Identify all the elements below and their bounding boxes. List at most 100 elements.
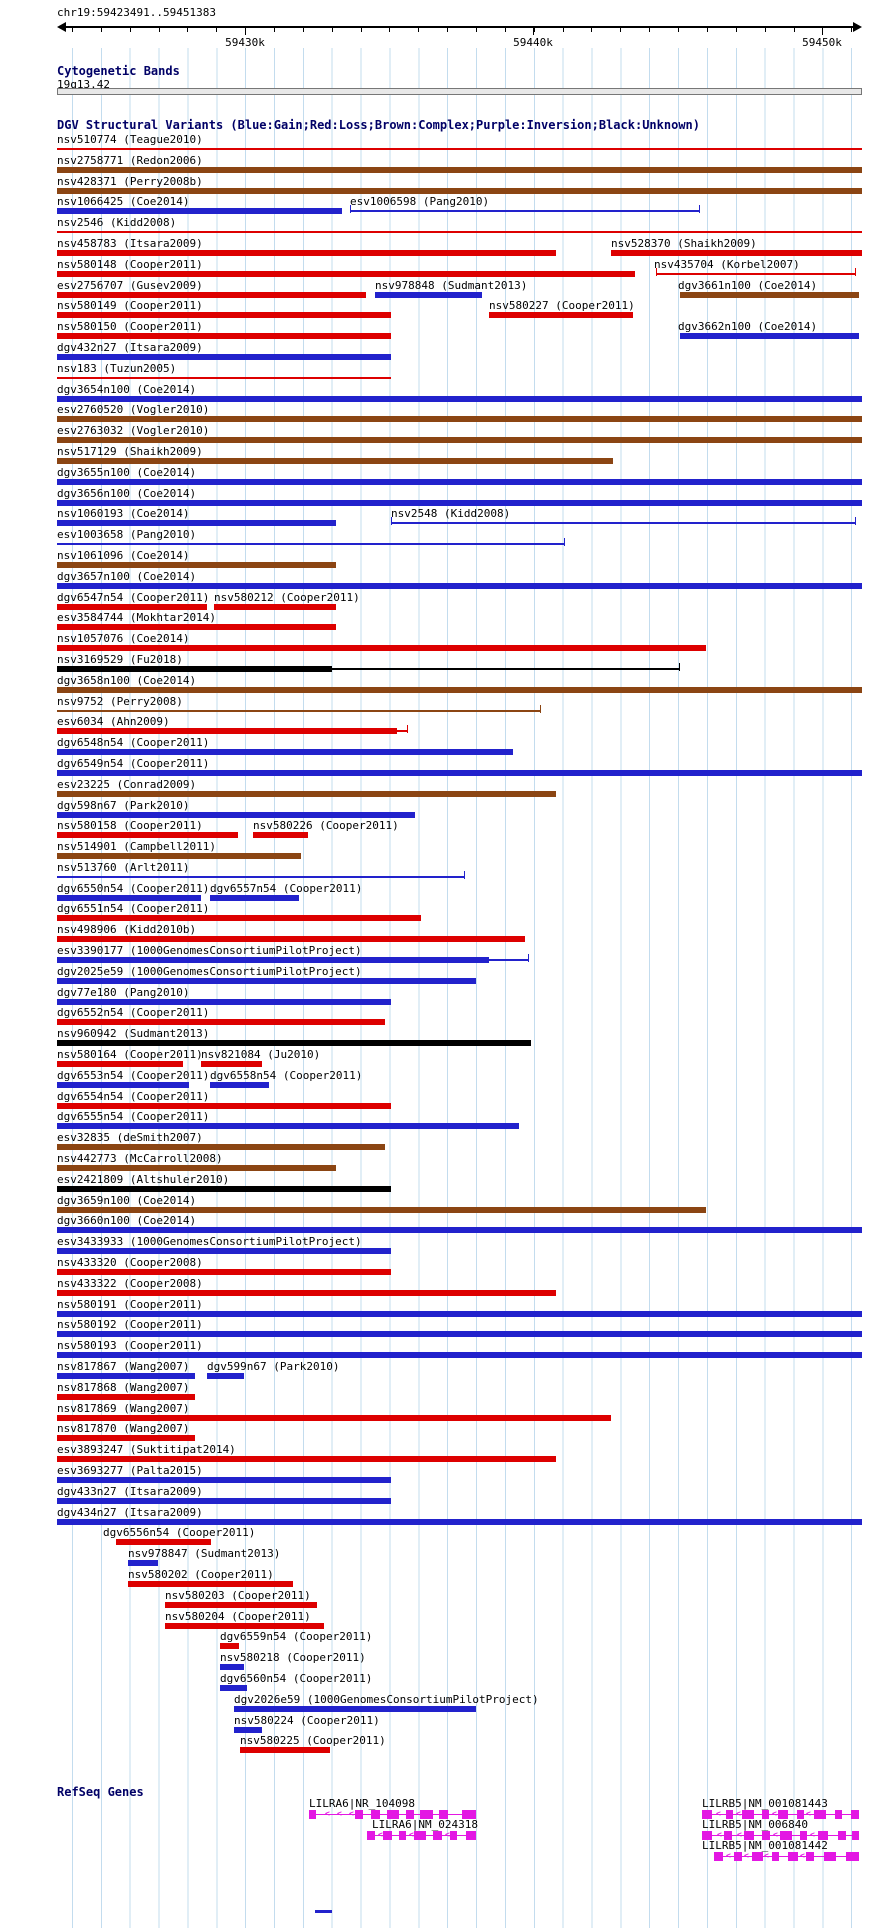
variant-bar[interactable]: [220, 1664, 244, 1671]
variant-bar[interactable]: [57, 1248, 391, 1255]
variant-bar[interactable]: [57, 1518, 862, 1525]
variant-bar[interactable]: [57, 499, 862, 506]
variant-bar[interactable]: [57, 1352, 862, 1359]
variant-bar[interactable]: [57, 1081, 189, 1088]
variant-bar[interactable]: [57, 749, 513, 756]
variant-bar[interactable]: [214, 603, 336, 610]
variant-bar[interactable]: [57, 1165, 336, 1172]
variant-bar[interactable]: [57, 977, 476, 984]
variant-bar[interactable]: [57, 853, 301, 860]
variant-bar[interactable]: [57, 1269, 391, 1276]
variant-bar[interactable]: [57, 1061, 183, 1068]
variant-bar[interactable]: [57, 1227, 862, 1234]
variant-bar[interactable]: [489, 312, 633, 319]
variant-bar[interactable]: [57, 270, 635, 277]
variant-bar[interactable]: [57, 312, 391, 319]
cytoband-bar[interactable]: [57, 88, 862, 95]
variant-bar[interactable]: [57, 1019, 385, 1026]
variant-bar[interactable]: [57, 1435, 195, 1442]
variant-bar[interactable]: [57, 416, 862, 423]
variant-bar[interactable]: [57, 998, 391, 1005]
variant-bar[interactable]: [57, 957, 489, 964]
variant-bar[interactable]: [57, 875, 464, 878]
variant-bar[interactable]: [57, 520, 336, 527]
variant-bar[interactable]: [57, 665, 332, 672]
variant-bar[interactable]: [128, 1560, 158, 1567]
variant-bar[interactable]: [57, 686, 862, 693]
variant-bar[interactable]: [57, 1310, 862, 1317]
variant-bar[interactable]: [57, 333, 391, 340]
variant-bar[interactable]: [57, 1289, 556, 1296]
variant-bar[interactable]: [57, 790, 556, 797]
variant-bar[interactable]: [207, 1373, 244, 1380]
gene-model[interactable]: < < < <: [702, 1809, 859, 1819]
variant-bar[interactable]: [680, 291, 859, 298]
variant-bar[interactable]: [240, 1747, 330, 1754]
variant-bar[interactable]: [57, 1456, 556, 1463]
variant-bar[interactable]: [57, 1393, 195, 1400]
variant-bar[interactable]: [57, 1144, 385, 1151]
variant-bar[interactable]: [57, 936, 525, 943]
variant-bar[interactable]: [57, 561, 336, 568]
variant-bar[interactable]: [57, 543, 564, 546]
variant-bar[interactable]: [57, 832, 238, 839]
variant-bar[interactable]: [253, 832, 308, 839]
variant-bar[interactable]: [57, 1414, 611, 1421]
variant-bar[interactable]: [375, 291, 482, 298]
variant-bar[interactable]: [57, 1123, 519, 1130]
variant-bar[interactable]: [57, 187, 862, 194]
variant-bar[interactable]: [350, 210, 699, 213]
variant-bar[interactable]: [57, 1497, 391, 1504]
variant-bar[interactable]: [57, 376, 391, 379]
variant-bar[interactable]: [57, 624, 336, 631]
variant-bar[interactable]: [210, 1081, 269, 1088]
variant-bar[interactable]: [57, 249, 556, 256]
gene-model[interactable]: < < <: [367, 1830, 476, 1840]
variant-bar[interactable]: [57, 582, 862, 589]
variant-bar[interactable]: [57, 148, 862, 150]
variant-bar[interactable]: [57, 603, 207, 610]
variant-bar[interactable]: [611, 249, 862, 256]
variant-bar[interactable]: [128, 1580, 293, 1587]
gene-model[interactable]: < < < <: [714, 1851, 859, 1861]
variant-bar[interactable]: [656, 272, 855, 275]
variant-bar[interactable]: [57, 291, 366, 298]
variant-bar[interactable]: [57, 1102, 391, 1109]
variant-bar[interactable]: [57, 457, 613, 464]
variant-bar[interactable]: [57, 353, 391, 360]
variant-bar[interactable]: [680, 333, 859, 340]
variant-bar[interactable]: [332, 667, 679, 670]
variant-bar[interactable]: [57, 894, 201, 901]
variant-bar[interactable]: [57, 1477, 391, 1483]
variant-bar[interactable]: [57, 1206, 706, 1213]
variant-bar[interactable]: [57, 395, 862, 402]
gene-model[interactable]: < < < <: [702, 1830, 859, 1840]
variant-bar[interactable]: [57, 437, 862, 444]
variant-bar[interactable]: [165, 1601, 317, 1608]
variant-bar[interactable]: [57, 915, 421, 922]
variant-bar[interactable]: [391, 522, 855, 525]
variant-bar[interactable]: [57, 1040, 531, 1047]
variant-bar[interactable]: [165, 1622, 324, 1629]
variant-bar[interactable]: [234, 1726, 262, 1733]
variant-bar[interactable]: [57, 769, 862, 776]
gene-model[interactable]: < < <: [309, 1809, 476, 1819]
variant-bar[interactable]: [116, 1539, 211, 1546]
variant-bar[interactable]: [57, 728, 397, 735]
variant-bar[interactable]: [57, 1373, 195, 1380]
variant-bar[interactable]: [57, 478, 862, 485]
variant-bar[interactable]: [210, 894, 299, 901]
variant-bar[interactable]: [57, 1185, 391, 1192]
variant-bar[interactable]: [57, 645, 706, 652]
variant-bar[interactable]: [220, 1643, 239, 1650]
variant-bar[interactable]: [57, 811, 415, 818]
variant-bar[interactable]: [57, 166, 862, 173]
variant-bar[interactable]: [397, 730, 407, 733]
variant-bar[interactable]: [57, 231, 862, 234]
variant-bar[interactable]: [234, 1705, 476, 1712]
variant-bar[interactable]: [57, 709, 540, 712]
variant-bar[interactable]: [489, 959, 528, 962]
variant-bar[interactable]: [57, 1331, 862, 1338]
variant-bar[interactable]: [57, 208, 342, 215]
variant-bar[interactable]: [220, 1684, 247, 1691]
